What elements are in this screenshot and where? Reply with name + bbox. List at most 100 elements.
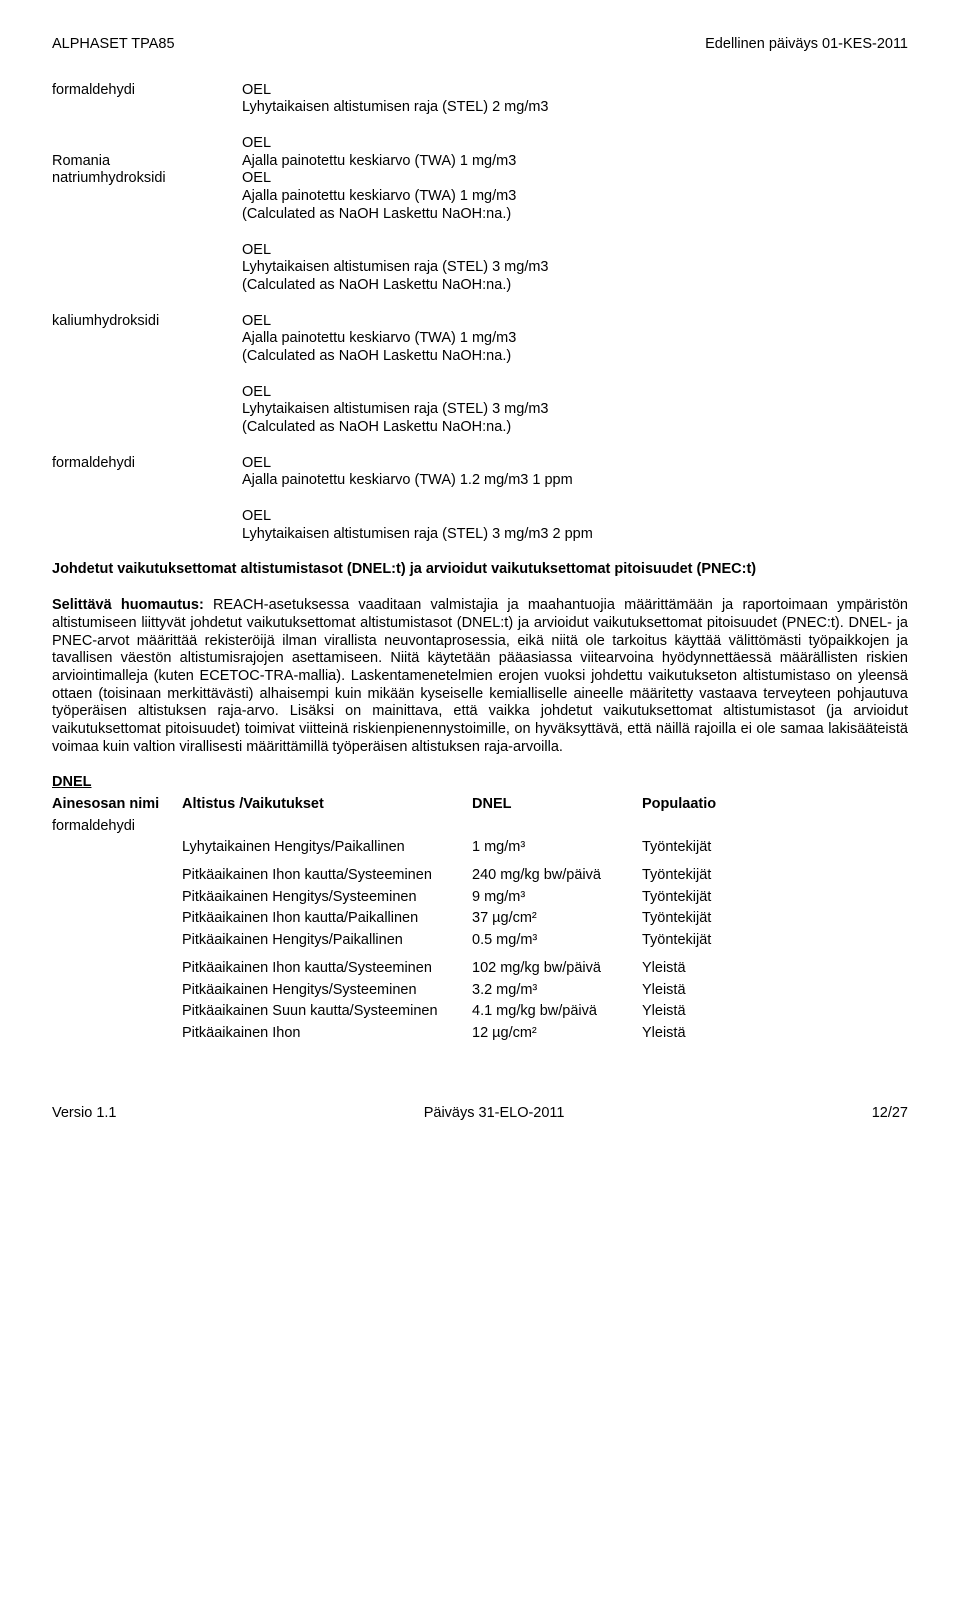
exposure-block: OELLyhytaikaisen altistumisen raja (STEL… [52, 242, 908, 295]
derived-heading: Johdetut vaikutuksettomat altistumistaso… [52, 561, 908, 579]
dnel-value: 3.2 mg/m³ [472, 980, 642, 1002]
footer-page-number: 12/27 [872, 1105, 908, 1123]
exposure-left-labels: formaldehydi [52, 82, 242, 117]
dnel-empty-cell [642, 816, 908, 838]
exposure-line: OEL [242, 135, 908, 153]
dnel-exposure: Lyhytaikainen Hengitys/Paikallinen [182, 837, 472, 859]
dnel-population: Yleistä [642, 952, 908, 980]
dnel-value: 102 mg/kg bw/päivä [472, 952, 642, 980]
exposure-line: (Calculated as NaOH Laskettu NaOH:na.) [242, 419, 908, 437]
dnel-value: 37 µg/cm² [472, 908, 642, 930]
dnel-value: 240 mg/kg bw/päivä [472, 859, 642, 887]
exposure-substance-label: kaliumhydroksidi [52, 313, 242, 331]
exposure-block: kaliumhydroksidiOELAjalla painotettu kes… [52, 313, 908, 366]
explanatory-note: Selittävä huomautus: REACH-asetuksessa v… [52, 597, 908, 756]
exposure-line: Lyhytaikaisen altistumisen raja (STEL) 3… [242, 259, 908, 277]
exposure-right-lines: OELAjalla painotettu keskiarvo (TWA) 1.2… [242, 455, 908, 490]
exposure-line: OEL [242, 508, 908, 526]
exposure-line: Ajalla painotettu keskiarvo (TWA) 1 mg/m… [242, 330, 908, 348]
exposure-right-lines: OELAjalla painotettu keskiarvo (TWA) 1 m… [242, 313, 908, 366]
exposure-right-lines: OELLyhytaikaisen altistumisen raja (STEL… [242, 508, 908, 543]
exposure-substance-label: natriumhydroksidi [52, 170, 242, 188]
header-product: ALPHASET TPA85 [52, 36, 175, 54]
dnel-column-header: DNEL [472, 794, 642, 816]
dnel-population: Työntekijät [642, 859, 908, 887]
page-footer: Versio 1.1 Päiväys 31-ELO-2011 12/27 [52, 1105, 908, 1123]
footer-date: Päiväys 31-ELO-2011 [424, 1105, 565, 1123]
exposure-substance-label [52, 242, 242, 260]
header-previous-date: Edellinen päiväys 01-KES-2011 [705, 36, 908, 54]
explanatory-label: Selittävä huomautus: [52, 597, 204, 613]
dnel-table: Ainesosan nimiAltistus /VaikutuksetDNELP… [52, 794, 908, 1045]
dnel-column-header: Ainesosan nimi [52, 794, 182, 816]
dnel-row-substance-col [52, 1001, 182, 1023]
footer-version: Versio 1.1 [52, 1105, 117, 1123]
exposure-block: OELLyhytaikaisen altistumisen raja (STEL… [52, 384, 908, 437]
exposure-left-labels [52, 508, 242, 543]
dnel-exposure: Pitkäaikainen Ihon [182, 1023, 472, 1045]
exposure-block: formaldehydiOELLyhytaikaisen altistumise… [52, 82, 908, 117]
dnel-population: Työntekijät [642, 837, 908, 859]
exposure-block: OELLyhytaikaisen altistumisen raja (STEL… [52, 508, 908, 543]
exposure-line: (Calculated as NaOH Laskettu NaOH:na.) [242, 348, 908, 366]
dnel-column-header: Populaatio [642, 794, 908, 816]
exposure-substance-label: formaldehydi [52, 455, 242, 473]
exposure-left-labels: formaldehydi [52, 455, 242, 490]
dnel-exposure: Pitkäaikainen Ihon kautta/Systeeminen [182, 952, 472, 980]
dnel-row-substance-col [52, 908, 182, 930]
exposure-line: OEL [242, 82, 908, 100]
exposure-right-lines: OELAjalla painotettu keskiarvo (TWA) 1 m… [242, 135, 908, 223]
dnel-population: Yleistä [642, 980, 908, 1002]
exposure-substance-label [52, 508, 242, 526]
exposure-line: Ajalla painotettu keskiarvo (TWA) 1 mg/m… [242, 153, 908, 171]
exposure-block: formaldehydiOELAjalla painotettu keskiar… [52, 455, 908, 490]
dnel-exposure: Pitkäaikainen Hengitys/Systeeminen [182, 887, 472, 909]
exposure-limits-section: formaldehydiOELLyhytaikaisen altistumise… [52, 82, 908, 544]
exposure-substance-label [52, 135, 242, 153]
dnel-heading: DNEL [52, 774, 908, 792]
page-header: ALPHASET TPA85 Edellinen päiväys 01-KES-… [52, 36, 908, 54]
dnel-empty-cell [182, 816, 472, 838]
dnel-row-substance-col [52, 887, 182, 909]
explanatory-body: REACH-asetuksessa vaaditaan valmistajia … [52, 597, 908, 755]
dnel-row-substance-col [52, 952, 182, 980]
exposure-line: Lyhytaikaisen altistumisen raja (STEL) 3… [242, 401, 908, 419]
dnel-row-substance-col [52, 930, 182, 952]
dnel-population: Yleistä [642, 1023, 908, 1045]
dnel-row-substance-col [52, 1023, 182, 1045]
dnel-value: 12 µg/cm² [472, 1023, 642, 1045]
dnel-population: Työntekijät [642, 930, 908, 952]
exposure-line: OEL [242, 170, 908, 188]
dnel-exposure: Pitkäaikainen Hengitys/Paikallinen [182, 930, 472, 952]
exposure-line: Ajalla painotettu keskiarvo (TWA) 1 mg/m… [242, 188, 908, 206]
exposure-line: Lyhytaikaisen altistumisen raja (STEL) 2… [242, 99, 908, 117]
dnel-population: Työntekijät [642, 908, 908, 930]
exposure-line: Lyhytaikaisen altistumisen raja (STEL) 3… [242, 526, 908, 544]
dnel-column-header: Altistus /Vaikutukset [182, 794, 472, 816]
dnel-substance: formaldehydi [52, 816, 182, 838]
dnel-exposure: Pitkäaikainen Ihon kautta/Systeeminen [182, 859, 472, 887]
exposure-right-lines: OELLyhytaikaisen altistumisen raja (STEL… [242, 82, 908, 117]
exposure-block: RomanianatriumhydroksidiOELAjalla painot… [52, 135, 908, 223]
exposure-line: OEL [242, 242, 908, 260]
exposure-line: Ajalla painotettu keskiarvo (TWA) 1.2 mg… [242, 472, 908, 490]
exposure-line: OEL [242, 313, 908, 331]
exposure-line: OEL [242, 384, 908, 402]
exposure-substance-label: Romania [52, 153, 242, 171]
exposure-line: OEL [242, 455, 908, 473]
dnel-exposure: Pitkäaikainen Ihon kautta/Paikallinen [182, 908, 472, 930]
dnel-row-substance-col [52, 859, 182, 887]
dnel-exposure: Pitkäaikainen Suun kautta/Systeeminen [182, 1001, 472, 1023]
exposure-left-labels [52, 384, 242, 437]
dnel-population: Yleistä [642, 1001, 908, 1023]
exposure-left-labels: Romanianatriumhydroksidi [52, 135, 242, 223]
dnel-value: 1 mg/m³ [472, 837, 642, 859]
exposure-right-lines: OELLyhytaikaisen altistumisen raja (STEL… [242, 242, 908, 295]
dnel-row-substance-col [52, 980, 182, 1002]
exposure-left-labels: kaliumhydroksidi [52, 313, 242, 366]
dnel-row-substance-col [52, 837, 182, 859]
exposure-substance-label [52, 384, 242, 402]
exposure-left-labels [52, 242, 242, 295]
dnel-empty-cell [472, 816, 642, 838]
exposure-substance-label: formaldehydi [52, 82, 242, 100]
